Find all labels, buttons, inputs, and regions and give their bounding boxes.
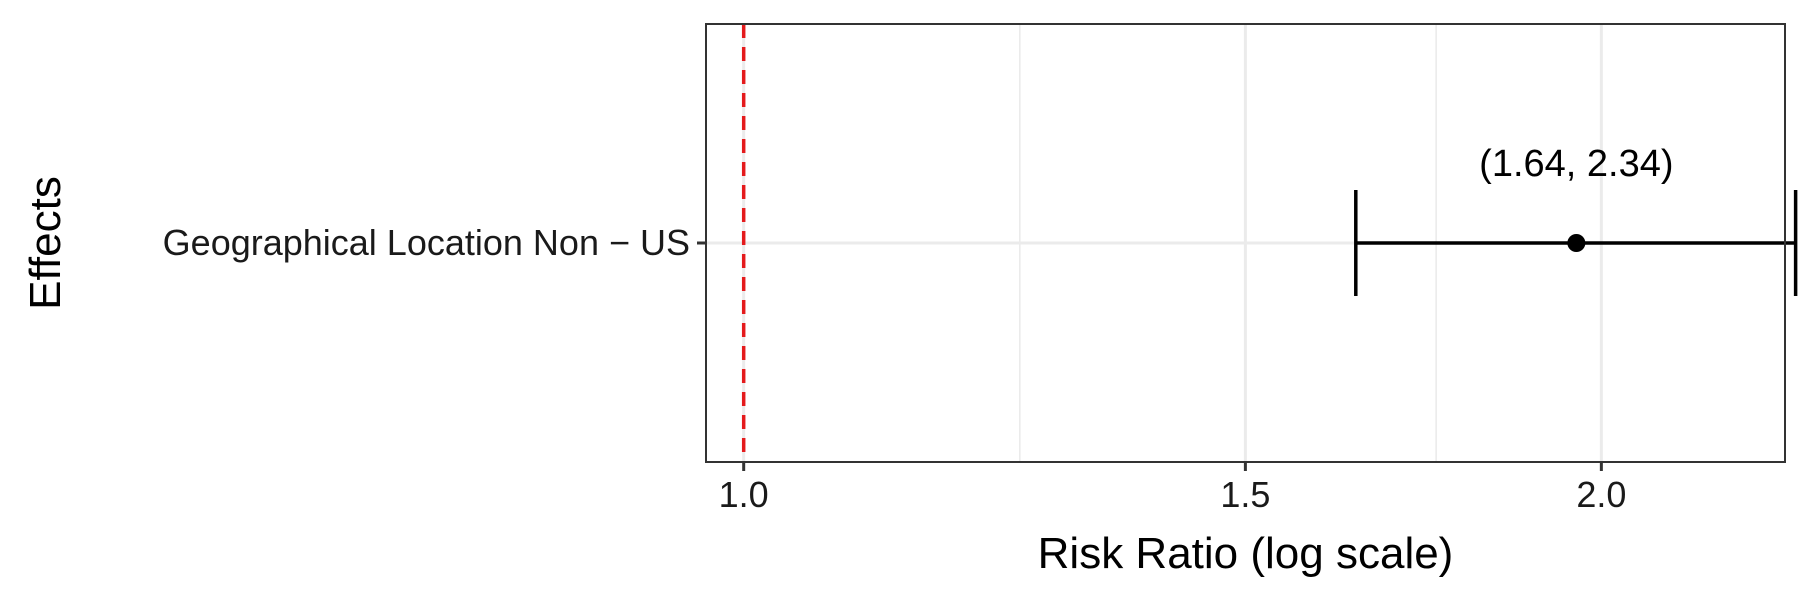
x-tick-label: 1.5 bbox=[1220, 474, 1270, 515]
y-axis-title: Effects bbox=[21, 176, 70, 310]
x-axis-title: Risk Ratio (log scale) bbox=[1038, 529, 1454, 578]
point-estimate bbox=[1567, 234, 1586, 252]
ci-label: (1.64, 2.34) bbox=[1479, 143, 1673, 185]
marks-layer: (1.64, 2.34) bbox=[1354, 143, 1798, 296]
x-tick-label: 2.0 bbox=[1576, 474, 1626, 515]
axis-layer: Geographical Location Non − US 1.0 1.5 2.0 bbox=[163, 222, 1627, 515]
y-tick-label: Geographical Location Non − US bbox=[163, 222, 690, 263]
x-tick-label: 1.0 bbox=[719, 474, 769, 515]
